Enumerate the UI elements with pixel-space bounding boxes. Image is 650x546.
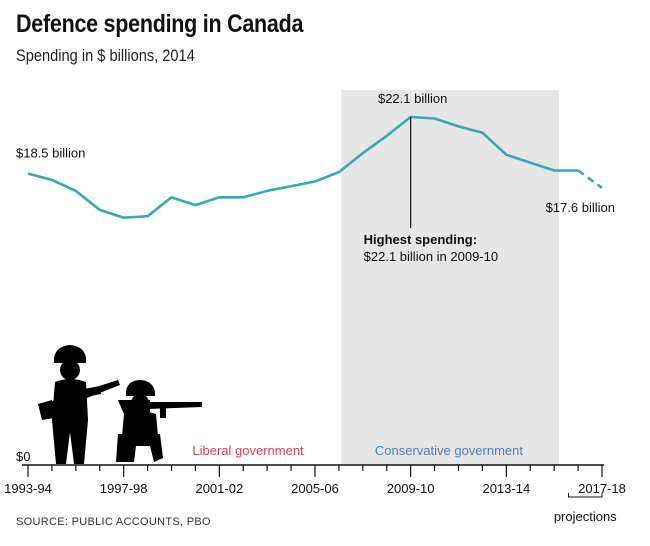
x-tick-label: 2017-18	[578, 481, 626, 496]
x-tick-label: 1997-98	[100, 481, 148, 496]
chart-title: Defence spending in Canada	[16, 10, 304, 38]
x-axis-ticks	[27, 465, 603, 477]
y-zero-label: $0	[16, 449, 30, 464]
spending-line	[27, 115, 579, 220]
highest-spending-detail: $22.1 billion in 2009-10	[364, 249, 498, 264]
spending-line-projected	[577, 169, 603, 189]
source-note: SOURCE: PUBLIC ACCOUNTS, PBO	[16, 516, 211, 528]
x-tick-label: 1993-94	[4, 481, 52, 496]
soldiers-illustration	[38, 345, 202, 464]
x-tick-label: 2013-14	[482, 481, 530, 496]
highest-spending-title: Highest spending:	[364, 232, 477, 247]
projections-label: projections	[554, 509, 617, 524]
chart-subtitle: Spending in $ billions, 2014	[16, 46, 195, 65]
end-value-label: $17.6 billion	[546, 200, 615, 215]
x-tick-label: 2001-02	[195, 481, 243, 496]
x-tick-label: 2009-10	[387, 481, 435, 496]
x-axis-tick-labels: 1993-94 1997-98 2001-02 2005-06 2009-10 2013-…	[4, 481, 626, 496]
conservative-era-shading	[341, 90, 559, 465]
peak-value-label: $22.1 billion	[378, 91, 447, 106]
start-value-label: $18.5 billion	[16, 146, 85, 161]
liberal-government-label: Liberal government	[192, 443, 304, 458]
x-tick-label: 2005-06	[291, 481, 339, 496]
projections-bracket	[568, 493, 603, 498]
conservative-government-label: Conservative government	[375, 443, 524, 458]
